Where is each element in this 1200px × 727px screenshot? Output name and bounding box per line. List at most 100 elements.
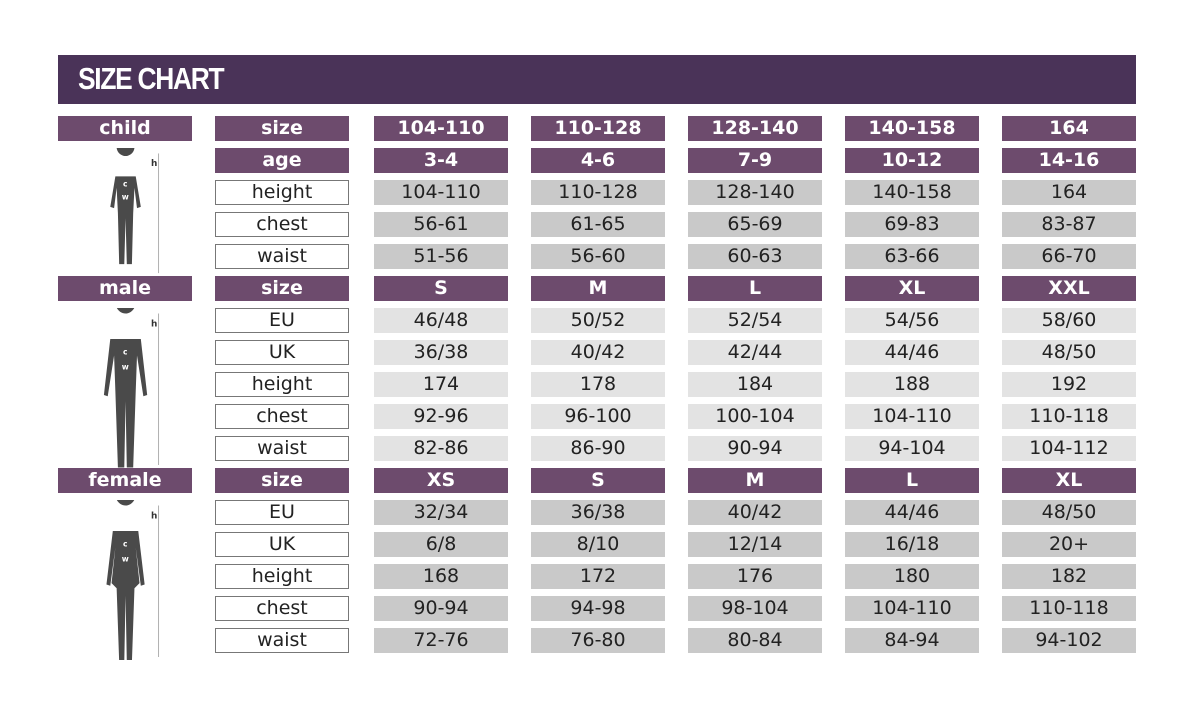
table-cell: 188 (845, 372, 979, 397)
table-cell: 36/38 (531, 500, 665, 525)
row-label-waist: waist (215, 628, 349, 653)
table-cell: 40/42 (531, 340, 665, 365)
column-header: L (845, 468, 979, 493)
page-title: SIZE CHART (78, 61, 225, 96)
column-header: M (688, 468, 822, 493)
table-cell: 182 (1002, 564, 1136, 589)
table-cell: 178 (531, 372, 665, 397)
table-cell: 164 (1002, 180, 1136, 205)
table-cell: 90-94 (374, 596, 508, 621)
row-label-chest: chest (215, 212, 349, 237)
table-cell: 36/38 (374, 340, 508, 365)
table-cell: 128-140 (688, 180, 822, 205)
table-cell: 168 (374, 564, 508, 589)
waist-mark: w (122, 192, 129, 201)
table-cell: 104-110 (845, 404, 979, 429)
chest-mark: c (123, 180, 128, 189)
table-cell: 174 (374, 372, 508, 397)
column-header: 14-16 (1002, 148, 1136, 173)
table-cell: 86-90 (531, 436, 665, 461)
table-cell: 82-86 (374, 436, 508, 461)
column-header: 10-12 (845, 148, 979, 173)
row-label-size: size (215, 468, 349, 493)
table-cell: 96-100 (531, 404, 665, 429)
column-header: 110-128 (531, 116, 665, 141)
column-header: S (531, 468, 665, 493)
table-cell: 80-84 (688, 628, 822, 653)
table-cell: 8/10 (531, 532, 665, 557)
table-cell: 51-56 (374, 244, 508, 269)
column-header: XL (1002, 468, 1136, 493)
table-cell: 94-102 (1002, 628, 1136, 653)
table-cell: 72-76 (374, 628, 508, 653)
row-label-size: size (215, 276, 349, 301)
table-cell: 140-158 (845, 180, 979, 205)
table-cell: 61-65 (531, 212, 665, 237)
table-cell: 58/60 (1002, 308, 1136, 333)
table-cell: 98-104 (688, 596, 822, 621)
row-label-uk: UK (215, 340, 349, 365)
waist-mark: w (122, 555, 129, 564)
table-cell: 184 (688, 372, 822, 397)
row-label-size: size (215, 116, 349, 141)
table-cell: 16/18 (845, 532, 979, 557)
table-cell: 32/34 (374, 500, 508, 525)
column-header: S (374, 276, 508, 301)
row-label-chest: chest (215, 596, 349, 621)
chest-mark: c (123, 539, 128, 548)
column-header: 164 (1002, 116, 1136, 141)
column-header: XL (845, 276, 979, 301)
table-cell: 56-61 (374, 212, 508, 237)
table-cell: 104-112 (1002, 436, 1136, 461)
table-cell: 100-104 (688, 404, 822, 429)
column-header: 7-9 (688, 148, 822, 173)
chest-mark: c (123, 347, 128, 356)
table-cell: 48/50 (1002, 340, 1136, 365)
title-bar: SIZE CHART (58, 55, 1136, 104)
table-cell: 84-94 (845, 628, 979, 653)
table-cell: 94-98 (531, 596, 665, 621)
table-cell: 176 (688, 564, 822, 589)
table-cell: 92-96 (374, 404, 508, 429)
row-label-waist: waist (215, 244, 349, 269)
table-cell: 76-80 (531, 628, 665, 653)
table-cell: 69-83 (845, 212, 979, 237)
table-cell: 44/46 (845, 500, 979, 525)
table-cell: 6/8 (374, 532, 508, 557)
table-cell: 104-110 (374, 180, 508, 205)
table-cell: 12/14 (688, 532, 822, 557)
table-cell: 54/56 (845, 308, 979, 333)
table-cell: 90-94 (688, 436, 822, 461)
column-header: 4-6 (531, 148, 665, 173)
table-cell: 42/44 (688, 340, 822, 365)
column-header: 104-110 (374, 116, 508, 141)
table-cell: 56-60 (531, 244, 665, 269)
row-label-eu: EU (215, 308, 349, 333)
row-label-uk: UK (215, 532, 349, 557)
table-cell: 46/48 (374, 308, 508, 333)
table-cell: 192 (1002, 372, 1136, 397)
table-cell: 104-110 (845, 596, 979, 621)
row-label-height: height (215, 564, 349, 589)
row-label-eu: EU (215, 500, 349, 525)
table-cell: 50/52 (531, 308, 665, 333)
table-cell: 48/50 (1002, 500, 1136, 525)
table-cell: 66-70 (1002, 244, 1136, 269)
table-cell: 180 (845, 564, 979, 589)
row-label-age: age (215, 148, 349, 173)
column-header: XS (374, 468, 508, 493)
height-mark: h (151, 319, 157, 329)
table-cell: 83-87 (1002, 212, 1136, 237)
table-cell: 110-118 (1002, 404, 1136, 429)
table-cell: 63-66 (845, 244, 979, 269)
row-label-height: height (215, 372, 349, 397)
table-cell: 94-104 (845, 436, 979, 461)
table-cell: 110-128 (531, 180, 665, 205)
category-label-female: female (58, 468, 192, 493)
column-header: M (531, 276, 665, 301)
column-header: 3-4 (374, 148, 508, 173)
row-label-waist: waist (215, 436, 349, 461)
